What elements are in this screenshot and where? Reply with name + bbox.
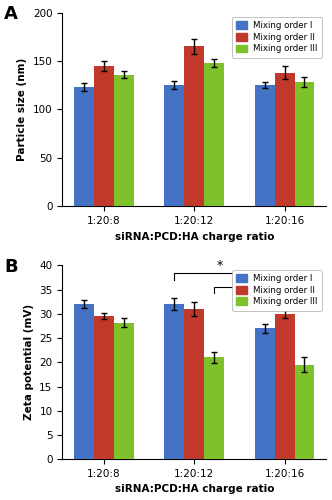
Bar [114,322,134,459]
Bar [294,364,314,459]
Legend: Mixing order I, Mixing order II, Mixing order III: Mixing order I, Mixing order II, Mixing … [232,270,322,310]
Text: *: * [256,274,263,286]
Y-axis label: Zeta potential (mV): Zeta potential (mV) [24,304,34,420]
Bar [94,66,114,206]
Text: B: B [4,258,18,276]
Bar [114,74,134,206]
Bar [164,304,184,459]
Bar [275,72,294,206]
Bar [275,314,294,459]
Legend: Mixing order I, Mixing order II, Mixing order III: Mixing order I, Mixing order II, Mixing … [232,17,322,58]
X-axis label: siRNA:PCD:HA charge ratio: siRNA:PCD:HA charge ratio [115,232,274,241]
Bar [74,304,94,459]
Bar [184,309,204,459]
Text: A: A [4,5,18,23]
Bar [255,328,275,459]
Bar [184,46,204,206]
Y-axis label: Particle size (nm): Particle size (nm) [17,58,27,161]
Bar [255,85,275,206]
Bar [294,82,314,206]
Bar [204,358,224,459]
X-axis label: siRNA:PCD:HA charge ratio: siRNA:PCD:HA charge ratio [115,484,274,494]
Bar [204,63,224,206]
Bar [164,85,184,206]
Bar [74,87,94,206]
Text: *: * [216,259,223,272]
Bar [94,316,114,459]
